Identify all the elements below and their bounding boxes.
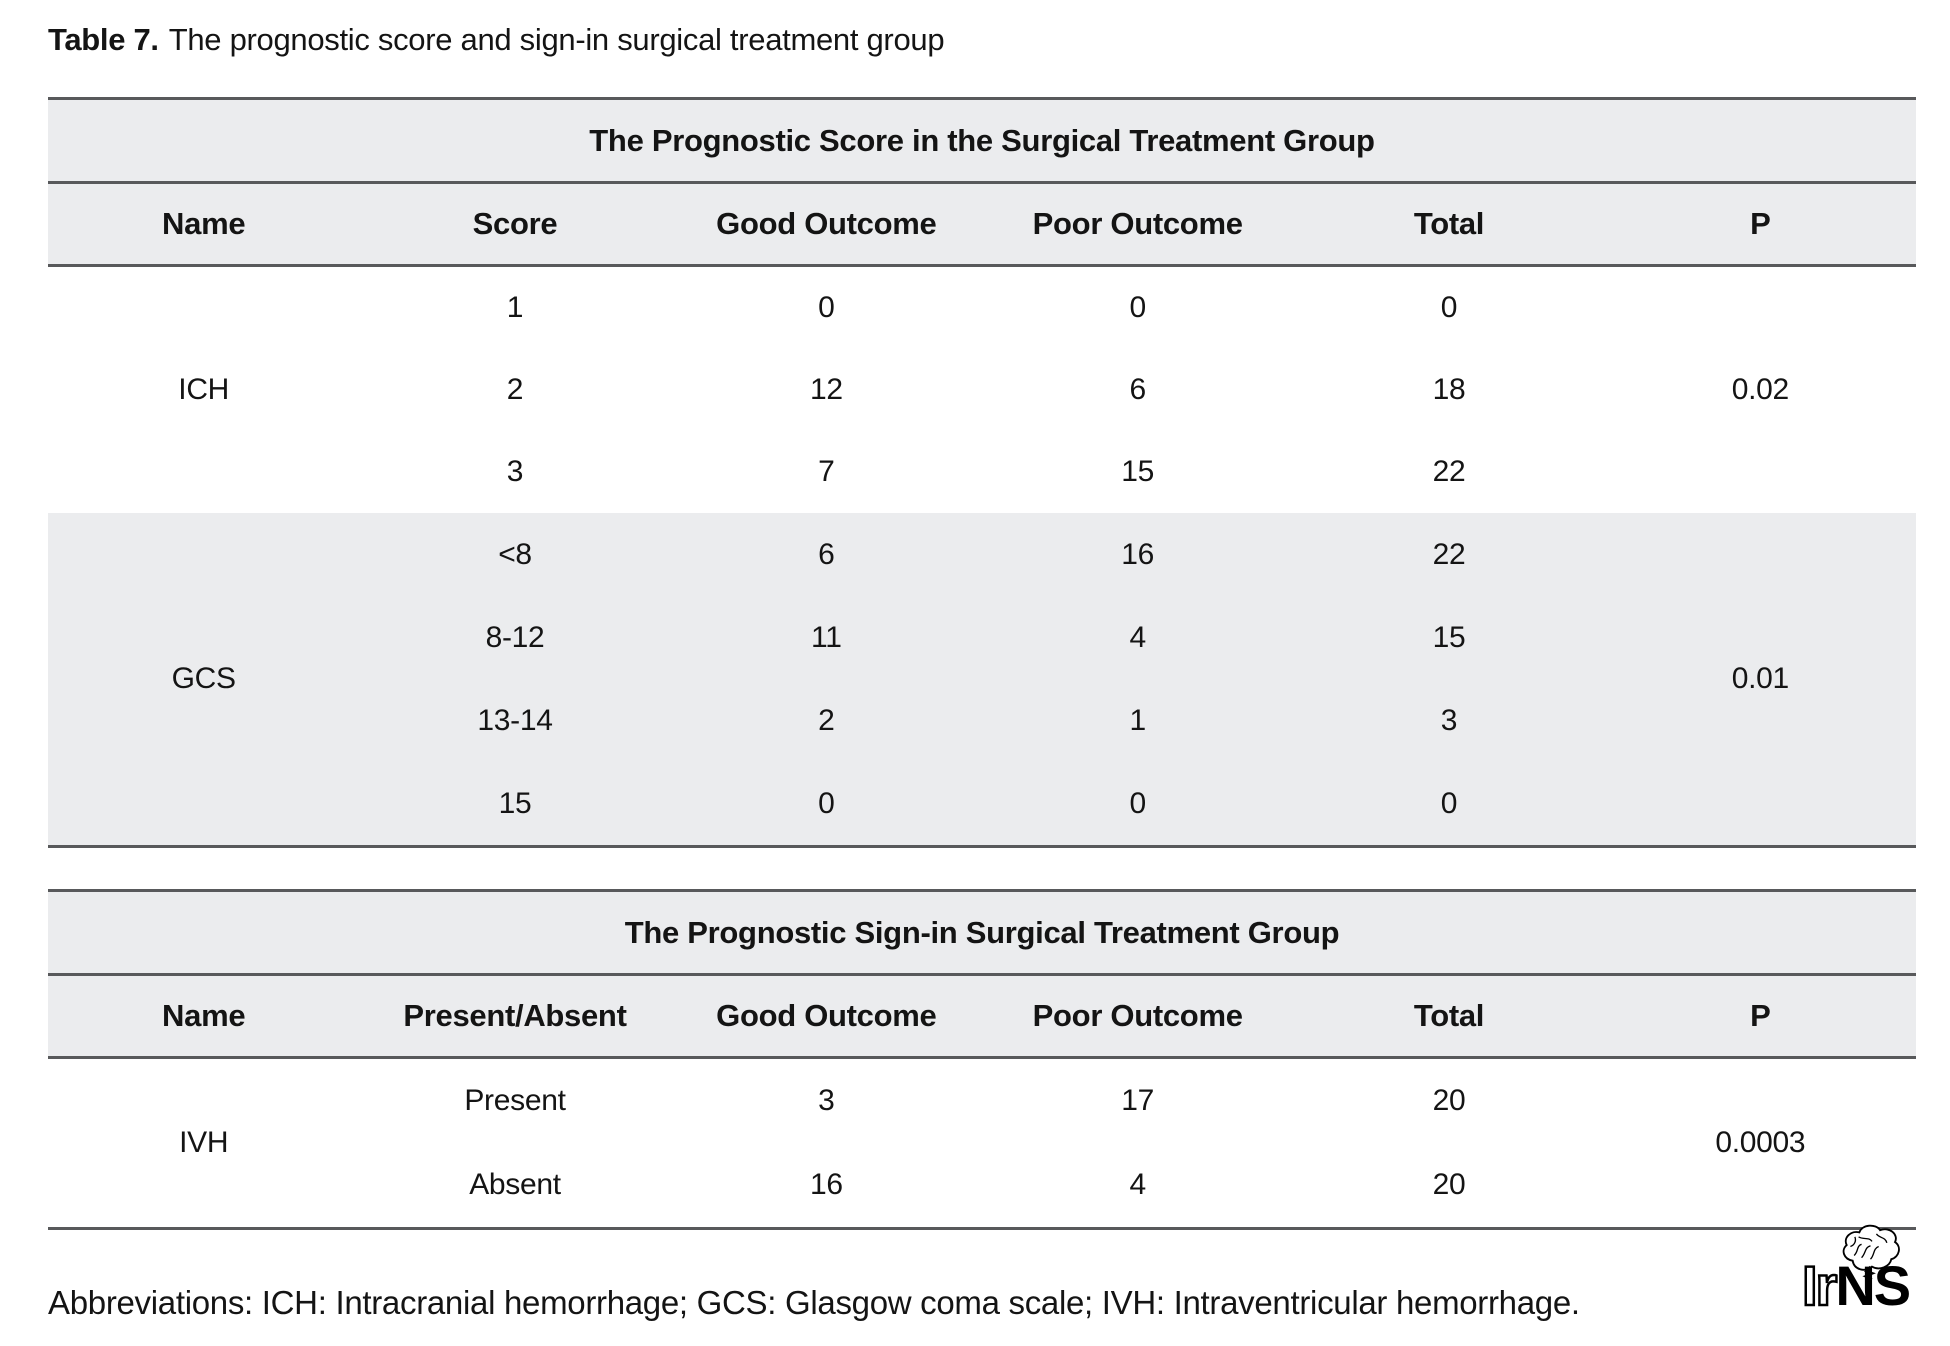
row-group-label-gcs: GCS xyxy=(171,662,236,695)
cell-ivh-poor: 4 xyxy=(1129,1168,1146,1201)
cell-ich-good: 12 xyxy=(809,373,843,406)
cell-gcs-poor: 4 xyxy=(1129,620,1146,654)
cell-ivh-poor: 17 xyxy=(1121,1084,1155,1117)
cell-ich-score: 1 xyxy=(506,291,524,324)
cell-ich-total: 22 xyxy=(1432,455,1466,488)
cell-ich-score: 3 xyxy=(506,455,524,488)
table1-header-row: Name Score Good Outcome Poor Outcome Tot… xyxy=(48,184,1916,267)
cell-gcs-total: 0 xyxy=(1440,786,1458,820)
cell-gcs-score: 15 xyxy=(498,786,532,820)
cell-ivh-good: 3 xyxy=(818,1084,835,1117)
section-gcs: GCS <8 6 16 22 8-12 11 4 15 13-14 2 1 3 … xyxy=(48,513,1916,845)
table2-header-good-outcome: Good Outcome xyxy=(716,998,937,1033)
table-caption-number: Table 7. xyxy=(48,22,159,57)
cell-ivh-total: 20 xyxy=(1432,1168,1466,1201)
table2-header-poor-outcome: Poor Outcome xyxy=(1032,998,1243,1033)
cell-gcs-score: <8 xyxy=(498,537,532,571)
cell-gcs-total: 15 xyxy=(1432,620,1466,654)
row-group-label-ich: ICH xyxy=(178,373,230,406)
cell-gcs-poor: 1 xyxy=(1129,703,1146,737)
cell-ich-good: 0 xyxy=(818,291,835,324)
section-ivh: IVH Present 3 17 20 Absent 16 4 20 0.000… xyxy=(48,1059,1916,1227)
cell-gcs-good: 6 xyxy=(818,537,835,571)
logo-suffix: NS xyxy=(1835,1254,1911,1317)
p-value-gcs: 0.01 xyxy=(1731,662,1790,695)
table1-header-total: Total xyxy=(1413,206,1485,241)
row-group-label-ivh: IVH xyxy=(179,1126,229,1159)
cell-ivh-total: 20 xyxy=(1432,1084,1466,1117)
p-value-ich: 0.02 xyxy=(1731,373,1790,406)
logo-prefix: Ir xyxy=(1801,1254,1839,1317)
cell-gcs-poor: 16 xyxy=(1121,537,1155,571)
journal-logo-letters: IrNS xyxy=(1801,1256,1911,1315)
table1-header-p: P xyxy=(1750,206,1771,241)
abbreviations-note: Abbreviations: ICH: Intracranial hemorrh… xyxy=(48,1284,1580,1321)
table2-title: The Prognostic Sign-in Surgical Treatmen… xyxy=(48,892,1916,976)
table1-header-poor-outcome: Poor Outcome xyxy=(1032,206,1243,241)
table1-header-good-outcome: Good Outcome xyxy=(716,206,937,241)
journal-logo: IrNS xyxy=(1796,1222,1936,1340)
table1-header-name: Name xyxy=(162,206,246,241)
cell-ivh-status: Present xyxy=(464,1084,566,1117)
cell-gcs-total: 22 xyxy=(1432,537,1466,571)
prognostic-score-table: The Prognostic Score in the Surgical Tre… xyxy=(48,97,1916,848)
cell-ich-poor: 15 xyxy=(1121,455,1155,488)
cell-ivh-good: 16 xyxy=(809,1168,843,1201)
cell-gcs-score: 13-14 xyxy=(477,703,553,737)
table1-header-score: Score xyxy=(472,206,558,241)
cell-gcs-good: 2 xyxy=(818,703,835,737)
cell-gcs-poor: 0 xyxy=(1129,786,1146,820)
table2-header-present-absent: Present/Absent xyxy=(403,998,627,1033)
cell-ich-total: 18 xyxy=(1432,373,1466,406)
cell-ich-poor: 0 xyxy=(1129,291,1146,324)
table2-header-p: P xyxy=(1750,998,1771,1033)
cell-ivh-status: Absent xyxy=(469,1168,561,1201)
cell-gcs-total: 3 xyxy=(1440,703,1458,737)
brain-spine-icon xyxy=(1842,1224,1900,1280)
table2-header-name: Name xyxy=(162,998,246,1033)
cell-ich-score: 2 xyxy=(506,373,524,406)
cell-gcs-good: 0 xyxy=(818,786,835,820)
table2-header-total: Total xyxy=(1413,998,1485,1033)
prognostic-sign-table: The Prognostic Sign-in Surgical Treatmen… xyxy=(48,889,1916,1230)
cell-gcs-score: 8-12 xyxy=(485,620,545,654)
p-value-ivh: 0.0003 xyxy=(1715,1126,1806,1159)
section-ich: ICH 1 0 0 0 2 12 6 18 3 7 15 22 0.02 xyxy=(48,267,1916,513)
cell-ich-total: 0 xyxy=(1440,291,1458,324)
cell-gcs-good: 11 xyxy=(811,620,842,654)
table2-header-row: Name Present/Absent Good Outcome Poor Ou… xyxy=(48,976,1916,1059)
cell-ich-good: 7 xyxy=(818,455,835,488)
cell-ich-poor: 6 xyxy=(1129,373,1146,406)
table-caption-text: The prognostic score and sign-in surgica… xyxy=(168,22,945,57)
table-caption: Table 7. The prognostic score and sign-in… xyxy=(48,22,945,58)
table1-title: The Prognostic Score in the Surgical Tre… xyxy=(48,100,1916,184)
